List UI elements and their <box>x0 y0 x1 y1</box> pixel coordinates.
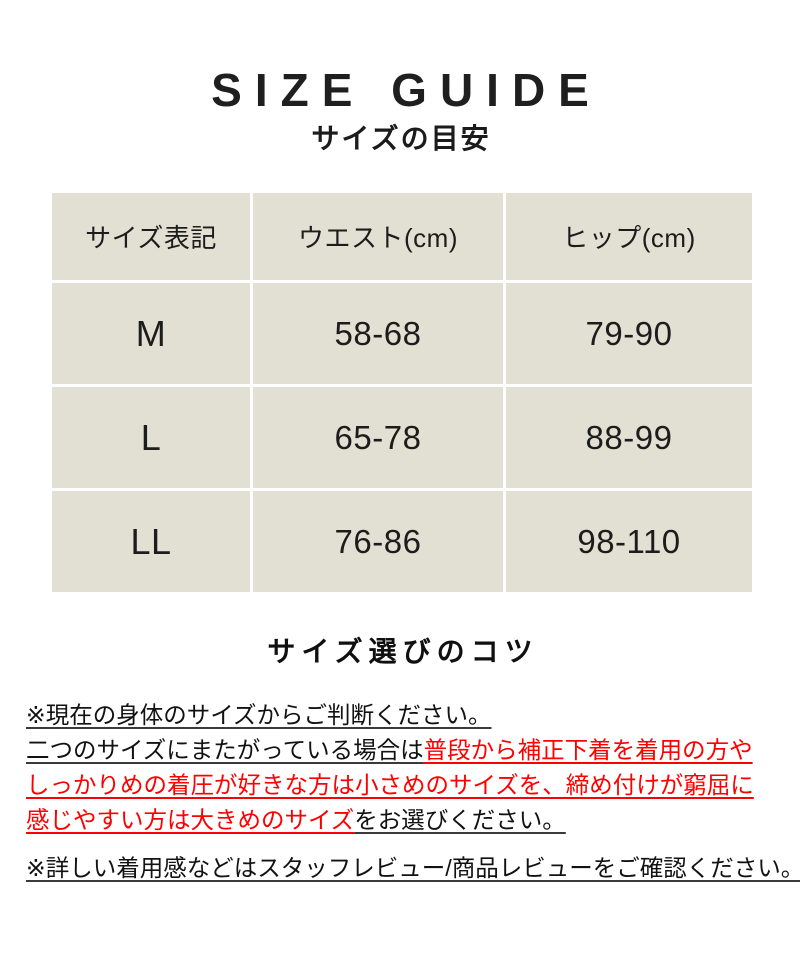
cell-size: L <box>52 387 250 488</box>
note-line-1: ※現在の身体のサイズからご判断ください。 <box>26 700 778 730</box>
note-line-4-red-text: 感じやすい方は大きめのサイズ <box>26 807 355 833</box>
cell-waist: 58-68 <box>253 283 503 384</box>
page-header: SIZE GUIDE サイズの目安 <box>0 66 800 156</box>
page-subtitle: サイズの目安 <box>311 123 491 155</box>
size-table-container: サイズ表記 ウエスト(cm) ヒップ(cm) M 58-68 79-90 L 6… <box>49 190 755 595</box>
table-row: M 58-68 79-90 <box>52 283 752 384</box>
table-header-row: サイズ表記 ウエスト(cm) ヒップ(cm) <box>52 193 752 280</box>
cell-hip: 98-110 <box>506 491 752 592</box>
cell-hip: 88-99 <box>506 387 752 488</box>
cell-waist: 76-86 <box>253 491 503 592</box>
size-table: サイズ表記 ウエスト(cm) ヒップ(cm) M 58-68 79-90 L 6… <box>49 190 755 595</box>
column-header-size: サイズ表記 <box>52 193 250 280</box>
note-line-4: 感じやすい方は大きめのサイズをお選びください。 <box>26 805 778 835</box>
tips-notes: ※現在の身体のサイズからご判断ください。 二つのサイズにまたがっている場合は普段… <box>26 700 800 888</box>
note-line-5: ※詳しい着用感などはスタッフレビュー/商品レビューをご確認ください。 <box>26 853 800 883</box>
note-line-3: しっかりめの着圧が好きな方は小さめのサイズを、締め付けが窮屈に <box>26 770 778 800</box>
note-line-1-text: ※現在の身体のサイズからご判断ください。 <box>26 702 492 728</box>
cell-size: LL <box>52 491 250 592</box>
table-row: L 65-78 88-99 <box>52 387 752 488</box>
table-row: LL 76-86 98-110 <box>52 491 752 592</box>
note-line-3-red-text: しっかりめの着圧が好きな方は小さめのサイズを、締め付けが窮屈に <box>26 772 754 798</box>
note-line-2-black-text: 二つのサイズにまたがっている場合は <box>26 737 424 763</box>
note-line-4-black-text: をお選びください。 <box>354 807 566 833</box>
cell-size: M <box>52 283 250 384</box>
note-line-5-text: ※詳しい着用感などはスタッフレビュー/商品レビューをご確認ください。 <box>26 855 800 881</box>
column-header-waist: ウエスト(cm) <box>253 193 503 280</box>
note-line-2: 二つのサイズにまたがっている場合は普段から補正下着を着用の方や <box>26 735 778 765</box>
cell-waist: 65-78 <box>253 387 503 488</box>
note-line-2-red-text: 普段から補正下着を着用の方や <box>423 737 753 763</box>
tips-heading: サイズ選びのコツ <box>267 636 539 667</box>
page-title: SIZE GUIDE <box>211 64 602 116</box>
column-header-hip: ヒップ(cm) <box>506 193 752 280</box>
cell-hip: 79-90 <box>506 283 752 384</box>
